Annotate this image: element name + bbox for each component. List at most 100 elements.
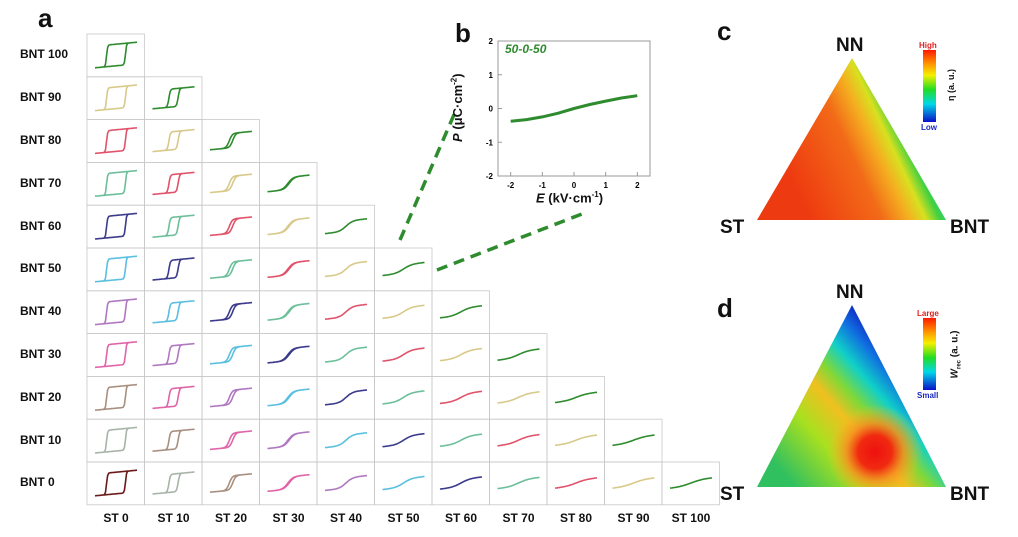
row-label: BNT 10 bbox=[20, 432, 62, 447]
pe-loop-cell bbox=[316, 461, 375, 506]
pe-loop-curve bbox=[439, 347, 483, 362]
column-label: ST 40 bbox=[329, 511, 362, 525]
pe-loop-curve bbox=[209, 387, 253, 408]
cell-frame bbox=[201, 333, 260, 377]
pe-loop-curve bbox=[439, 476, 483, 490]
row-label: BNT 100 bbox=[20, 47, 69, 62]
pe-loop-curve bbox=[324, 218, 368, 235]
x-tick-label: 2 bbox=[635, 181, 640, 190]
pe-loop-curve bbox=[382, 390, 425, 405]
pe-loop-curve bbox=[382, 261, 425, 277]
panel-label-b: b bbox=[455, 18, 471, 48]
pe-loop-curve bbox=[94, 169, 138, 197]
column-label: ST 70 bbox=[502, 511, 535, 525]
pe-loop-curve bbox=[152, 128, 195, 153]
pe-loop-curve bbox=[497, 391, 540, 404]
pe-loop-curve bbox=[382, 347, 425, 362]
pe-loop-curve bbox=[152, 86, 195, 110]
cell-frame bbox=[144, 290, 203, 334]
pe-loop-cell bbox=[201, 204, 260, 249]
pe-loop-cell bbox=[201, 290, 260, 334]
pe-loop-cell bbox=[201, 119, 260, 163]
colorbar-d-low: Small bbox=[917, 391, 939, 400]
pe-loop-cell bbox=[316, 204, 375, 249]
pe-loop-cell bbox=[259, 247, 318, 292]
pe-loop-cell bbox=[489, 418, 548, 463]
y-tick-label: -2 bbox=[486, 172, 494, 181]
zoom-connector-upper bbox=[398, 109, 458, 241]
pe-loop-cell bbox=[431, 375, 490, 420]
pe-loop-curve bbox=[209, 473, 253, 493]
pe-loop-cell bbox=[259, 375, 318, 420]
pe-loop-curve bbox=[497, 348, 540, 361]
pe-loop-cell bbox=[431, 290, 490, 334]
cell-frame bbox=[661, 461, 720, 506]
pe-loop-cell bbox=[86, 33, 145, 78]
pe-loop-cell bbox=[86, 247, 145, 292]
row-label: BNT 60 bbox=[20, 218, 62, 233]
pe-loop-cell bbox=[259, 333, 318, 377]
pe-loop-cell bbox=[259, 290, 318, 334]
pe-loop-cell bbox=[144, 76, 203, 121]
cell-frame bbox=[86, 247, 145, 292]
cell-frame bbox=[144, 76, 203, 121]
pe-loop-curve bbox=[209, 344, 253, 365]
y-tick-label: 1 bbox=[489, 71, 494, 80]
cell-frame bbox=[86, 375, 145, 420]
panel-label-c: c bbox=[717, 16, 732, 46]
cell-frame bbox=[144, 119, 203, 163]
vertex-label-c-left: ST bbox=[720, 217, 745, 238]
cell-frame bbox=[201, 461, 260, 506]
pe-loop-cell bbox=[201, 161, 260, 206]
cell-frame bbox=[201, 119, 260, 163]
pe-loop-cell bbox=[546, 418, 605, 463]
cell-frame bbox=[144, 204, 203, 249]
cell-frame bbox=[86, 333, 145, 377]
pe-loop-curve bbox=[267, 174, 310, 193]
column-label: ST 80 bbox=[559, 511, 592, 525]
x-tick-label: -2 bbox=[507, 181, 515, 190]
cell-frame bbox=[86, 33, 145, 78]
column-label: ST 10 bbox=[157, 511, 190, 525]
pe-loop-cell bbox=[374, 375, 433, 420]
pe-loop-curve bbox=[94, 469, 138, 497]
column-label: ST 30 bbox=[272, 511, 305, 525]
cell-frame bbox=[86, 119, 145, 163]
pe-loop-cell bbox=[144, 418, 203, 463]
pe-loop-curve bbox=[382, 432, 425, 448]
row-label: BNT 30 bbox=[20, 347, 62, 361]
pe-loop-cell bbox=[86, 375, 145, 420]
pe-loop-cell bbox=[86, 333, 145, 377]
row-label: BNT 40 bbox=[20, 304, 62, 319]
pe-loop-curve bbox=[324, 474, 368, 492]
pe-loop-curve bbox=[94, 426, 138, 454]
pe-loop-cell bbox=[144, 247, 203, 292]
pe-loop-curve bbox=[152, 171, 195, 196]
pe-loop-curve bbox=[612, 477, 655, 489]
cell-frame bbox=[144, 247, 203, 292]
panel-b-xlabel: E (kV·cm-1) bbox=[536, 190, 604, 206]
pe-loop-curve bbox=[267, 473, 310, 493]
cell-frame bbox=[144, 333, 203, 377]
column-label: ST 100 bbox=[671, 511, 711, 525]
pe-loop-curve bbox=[439, 433, 483, 448]
pe-loop-cell bbox=[201, 418, 260, 463]
pe-loop-curve bbox=[382, 304, 425, 320]
pe-loop-curve bbox=[554, 434, 598, 447]
colorbar-c-high: High bbox=[919, 41, 937, 50]
pe-loop-curve bbox=[94, 212, 138, 240]
pe-loop-curve bbox=[439, 304, 483, 319]
column-label: ST 0 bbox=[103, 511, 129, 525]
pe-loop-curve bbox=[267, 388, 310, 407]
x-tick-label: -1 bbox=[539, 181, 547, 190]
pe-loop-cell bbox=[144, 375, 203, 420]
colorbar-c-low: Low bbox=[921, 123, 937, 132]
pe-loop-curve bbox=[209, 259, 253, 279]
pe-loop-curve bbox=[152, 257, 195, 281]
pe-loop-cell bbox=[86, 418, 145, 463]
pe-loop-curve bbox=[94, 255, 138, 283]
pe-loop-curve bbox=[612, 434, 655, 447]
pe-loop-cell bbox=[144, 333, 203, 377]
